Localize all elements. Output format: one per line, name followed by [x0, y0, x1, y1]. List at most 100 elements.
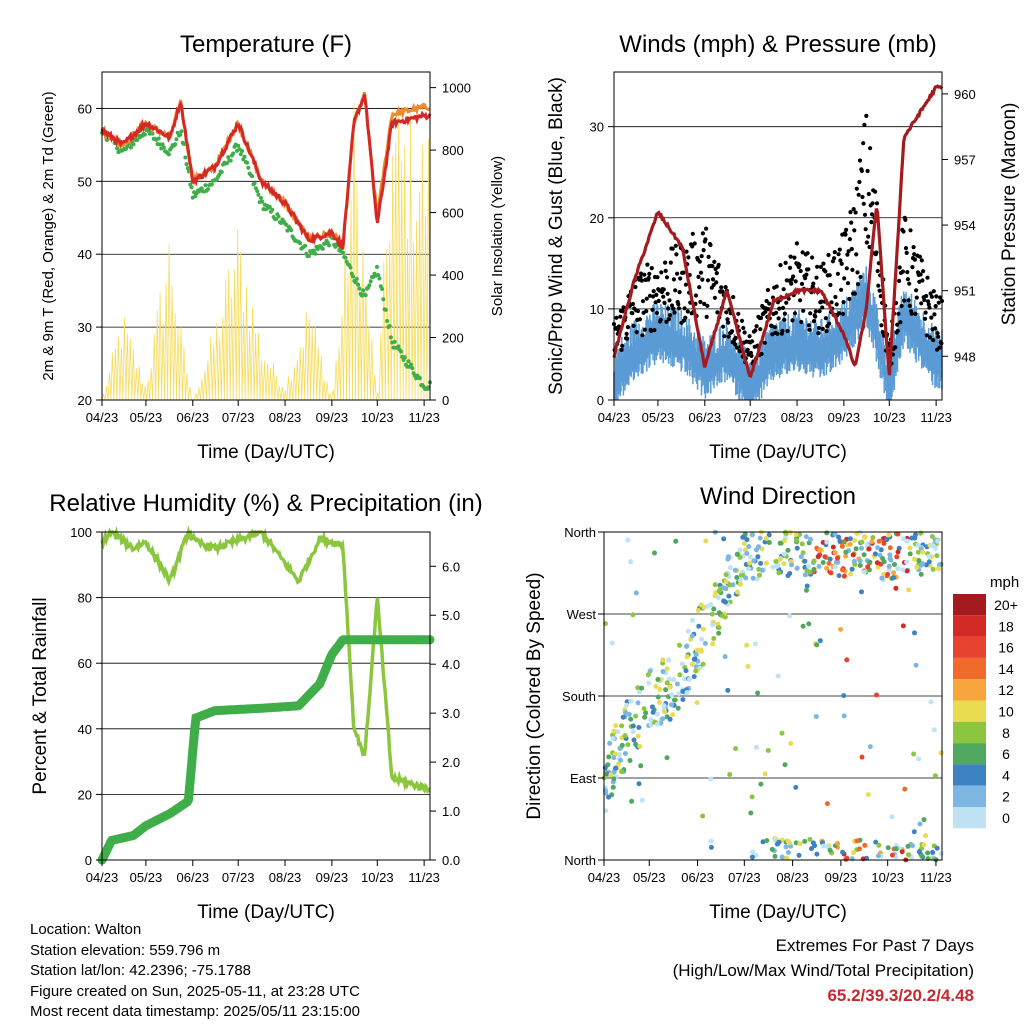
direction-point: [824, 539, 830, 545]
gust-point: [635, 308, 641, 314]
direction-point: [865, 792, 871, 798]
direction-point: [635, 733, 641, 739]
gust-point: [917, 254, 923, 259]
direction-point: [828, 570, 834, 576]
gust-point: [860, 194, 865, 200]
gust-point: [836, 252, 841, 257]
direction-point: [693, 652, 699, 657]
gust-point: [804, 272, 809, 277]
direction-point: [691, 674, 697, 680]
direction-point: [826, 560, 832, 566]
dewpoint-point: [267, 204, 272, 209]
gust-point: [649, 266, 654, 271]
gust-point: [856, 282, 861, 287]
y2-tick-label: 600: [442, 206, 464, 221]
direction-point: [654, 711, 660, 717]
gust-point: [704, 314, 709, 319]
direction-point: [930, 566, 936, 572]
y-tick-label: 20: [78, 393, 92, 408]
direction-point: [772, 853, 778, 859]
direction-point: [750, 849, 756, 855]
gust-point: [710, 277, 716, 282]
direction-point: [638, 763, 644, 769]
direction-point: [906, 587, 912, 593]
direction-point: [879, 575, 885, 581]
gust-point: [662, 300, 667, 305]
gust-point: [671, 306, 676, 311]
gust-point: [912, 252, 917, 257]
dewpoint-point: [274, 217, 279, 222]
winds-axis-ticks: 0 10 20 30 948 951 954 957 960 04/23 05/23 06/23 07/…: [590, 87, 976, 425]
gust-point: [650, 307, 655, 312]
gust-point: [712, 295, 718, 300]
gust-point: [651, 289, 656, 294]
dewpoint-point: [184, 162, 189, 167]
direction-point: [727, 582, 733, 588]
extremes-box: Extremes For Past 7 Days (High/Low/Max W…: [673, 933, 974, 1008]
direction-point: [680, 697, 686, 702]
gust-point: [693, 293, 699, 298]
x-tick-label: 09/23: [825, 870, 858, 885]
gust-point: [652, 328, 657, 333]
gust-point: [899, 303, 904, 309]
direction-point: [625, 742, 631, 748]
direction-point: [667, 716, 673, 722]
temperature-grid: [102, 108, 430, 401]
direction-point: [734, 575, 740, 580]
dewpoint-point: [402, 355, 407, 360]
gust-point: [729, 329, 735, 334]
gust-point: [770, 332, 775, 337]
direction-point: [737, 547, 743, 553]
extremes-values: 65.2/39.3/20.2/4.48: [827, 986, 974, 1005]
direction-point: [827, 847, 833, 853]
direction-point: [757, 572, 762, 578]
dewpoint-point: [173, 142, 178, 147]
direction-point: [684, 643, 690, 649]
dewpoint-point: [228, 158, 233, 163]
direction-point: [911, 829, 917, 835]
gust-point: [849, 246, 854, 252]
legend-label: 8: [1002, 725, 1010, 741]
direction-point: [765, 748, 771, 753]
gust-point: [700, 231, 706, 236]
direction-point: [716, 588, 722, 594]
direction-point: [611, 728, 617, 734]
y-tick-label: 100: [70, 525, 92, 540]
dewpoint-point: [206, 187, 210, 192]
direction-point: [789, 562, 794, 568]
gust-point: [914, 295, 919, 300]
gust-point: [739, 318, 745, 323]
direction-point: [669, 702, 674, 708]
direction-point: [653, 683, 659, 689]
gust-point: [906, 298, 911, 303]
y-tick-label: 30: [78, 320, 92, 335]
direction-point: [781, 551, 787, 557]
y-tick-label: 40: [78, 247, 92, 262]
gust-point: [877, 288, 882, 293]
x-tick-label: 07/23: [222, 410, 255, 425]
direction-point: [799, 541, 805, 547]
gust-point: [814, 275, 819, 280]
dewpoint-point: [351, 274, 355, 279]
y2-tick-label: 954: [954, 218, 976, 233]
legend-swatch: [953, 636, 986, 658]
direction-point: [770, 564, 776, 570]
dewpoint-point: [303, 243, 308, 248]
direction-point: [619, 742, 625, 748]
dewpoint-point: [388, 335, 393, 340]
gust-point: [922, 297, 927, 303]
direction-point: [676, 691, 682, 697]
y2-tick-label: 0: [442, 393, 449, 408]
gust-point: [932, 312, 937, 317]
direction-point: [894, 554, 900, 560]
x-tick-label: 07/23: [728, 870, 761, 885]
direction-point: [832, 531, 838, 537]
gust-point: [624, 331, 629, 336]
humidity-axis-ticks: 0 20 40 60 80 100 0.0 1.0 2.0 3.0 4.0 5.0 6.0 04/23 05…: [70, 525, 460, 885]
direction-point: [920, 549, 926, 555]
direction-point: [904, 568, 910, 574]
y-tick-label: 0: [597, 393, 604, 408]
gust-point: [907, 281, 912, 286]
gust-point: [818, 264, 824, 269]
direction-point: [611, 776, 617, 782]
